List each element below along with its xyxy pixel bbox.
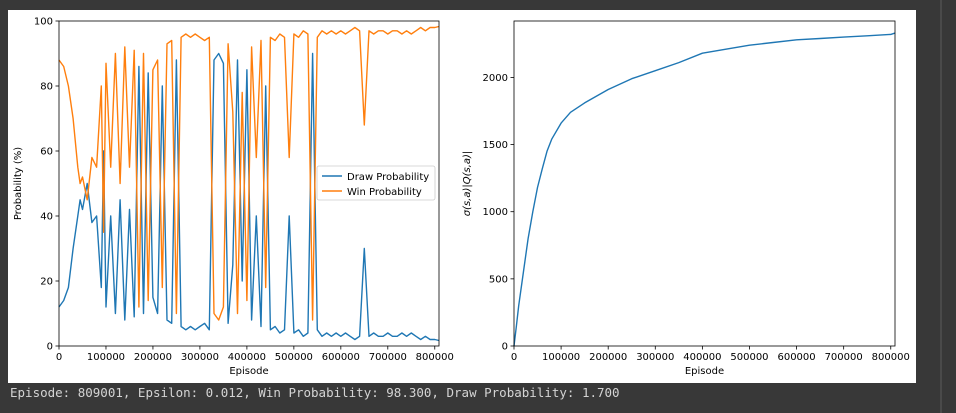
q-value-chart-y-label: σ(s,a)|Q(s,a)|: [462, 151, 473, 217]
y-tick-label: 80: [40, 82, 53, 93]
probability-chart-x-ticks: 0 100000 200000 300000 400000 500000 600000 700…: [56, 346, 454, 363]
x-tick-label: 700000: [825, 352, 863, 363]
q-value-chart-lines: [513, 32, 896, 347]
legend-draw-label: Draw Probability: [347, 172, 429, 183]
x-tick-label: 500000: [730, 352, 768, 363]
x-tick-label: 400000: [228, 352, 266, 363]
y-tick-label: 500: [489, 274, 508, 285]
x-tick-label: 700000: [369, 352, 407, 363]
x-tick-label: 200000: [589, 352, 627, 363]
q-value-chart: 0 100000 200000 300000 400000 500000 600000 700…: [462, 20, 910, 377]
y-tick-label: 100: [34, 17, 53, 28]
series-line-win-probability: [58, 25, 440, 321]
x-tick-label: 400000: [683, 352, 721, 363]
probability-chart-y-label: Probability (%): [13, 147, 24, 220]
y-tick-label: 1500: [483, 140, 508, 151]
legend-win-label: Win Probability: [347, 187, 422, 198]
x-tick-label: 800000: [872, 352, 910, 363]
y-tick-label: 2000: [483, 73, 508, 84]
y-tick-label: 40: [40, 212, 53, 223]
probability-chart-y-ticks: 0 20 40 60 80 100: [34, 17, 59, 353]
y-tick-label: 60: [40, 147, 53, 158]
figure: 0 100000 200000 300000 400000 500000 600000 700…: [8, 10, 916, 383]
q-value-chart-x-ticks: 0 100000 200000 300000 400000 500000 600000 700…: [511, 346, 910, 363]
x-tick-label: 200000: [134, 352, 172, 363]
x-tick-label: 600000: [777, 352, 815, 363]
x-tick-label: 100000: [542, 352, 580, 363]
x-tick-label: 800000: [416, 352, 454, 363]
x-tick-label: 300000: [181, 352, 219, 363]
y-tick-label: 1000: [483, 207, 508, 218]
probability-chart: 0 100000 200000 300000 400000 500000 600000 700…: [13, 17, 454, 378]
y-tick-label: 0: [47, 342, 53, 353]
x-tick-label: 0: [511, 352, 517, 363]
x-tick-label: 600000: [322, 352, 360, 363]
output-scrollbar-edge: [940, 0, 942, 413]
probability-chart-x-label: Episode: [229, 366, 268, 377]
probability-chart-legend: Draw Probability Win Probability: [316, 165, 436, 201]
x-tick-label: 100000: [87, 352, 125, 363]
figure-canvas: 0 100000 200000 300000 400000 500000 600000 700…: [13, 17, 910, 378]
legend-box: [316, 165, 436, 201]
q-value-chart-frame: [513, 20, 896, 347]
x-tick-label: 300000: [636, 352, 674, 363]
series-line-series-0: [513, 32, 896, 347]
x-tick-label: 0: [56, 352, 62, 363]
q-value-chart-y-ticks: 0 500 1000 1500 2000: [483, 73, 514, 353]
status-line: Episode: 809001, Epsilon: 0.012, Win Pro…: [10, 385, 620, 400]
y-tick-label: 20: [40, 277, 53, 288]
probability-chart-frame: [58, 20, 440, 347]
y-tick-label: 0: [502, 342, 508, 353]
x-tick-label: 500000: [275, 352, 313, 363]
probability-chart-lines: [58, 25, 440, 342]
q-value-chart-x-label: Episode: [685, 366, 724, 377]
